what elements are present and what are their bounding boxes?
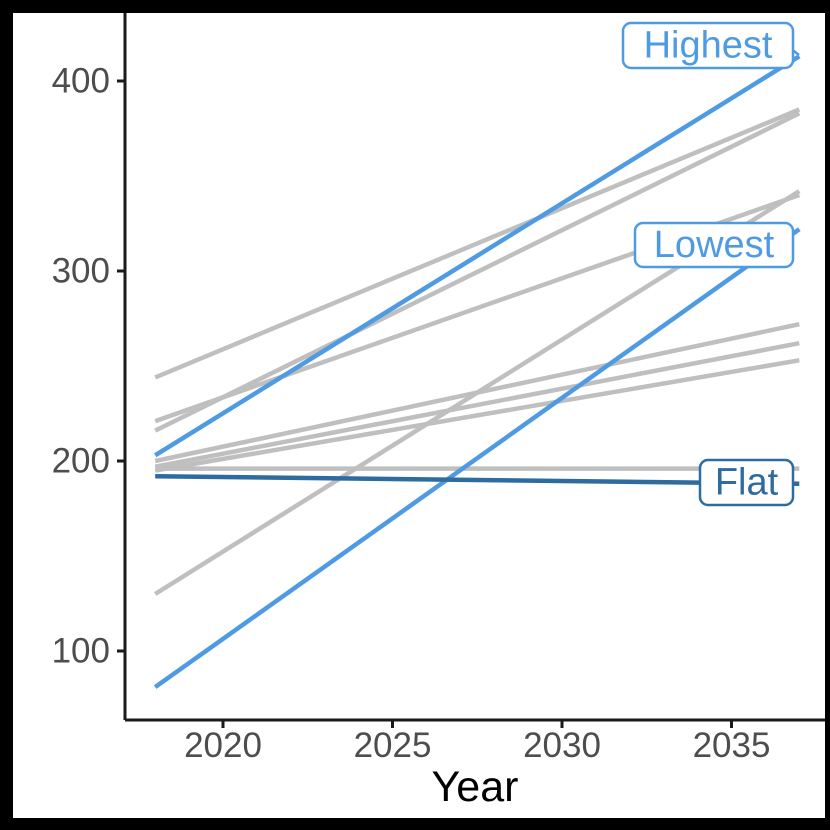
series-line-lowest (153, 227, 801, 689)
x-tick-label: 2035 (693, 726, 771, 765)
series-line-gray-6 (154, 340, 800, 469)
frame-border-right (825, 0, 830, 830)
label-text-highest: Highest (644, 25, 773, 67)
series-line-gray-2 (154, 111, 801, 433)
series-line-flat (155, 473, 800, 487)
label-text-flat: Flat (715, 462, 779, 504)
label-box-highest (621, 21, 795, 70)
x-tick-label: 2020 (184, 726, 262, 765)
frame-border-bottom (0, 818, 830, 830)
y-tick-label: 300 (52, 252, 110, 291)
label-box-flat (698, 458, 795, 507)
label-text-lowest: Lowest (654, 224, 775, 266)
series-line-gray-7 (154, 358, 800, 473)
y-tick-label: 400 (52, 62, 110, 101)
x-tick-label: 2030 (523, 726, 601, 765)
series-line-gray-1 (154, 107, 801, 380)
y-tick-label: 100 (52, 632, 110, 671)
frame-border-top (0, 0, 830, 13)
series-line-highest (154, 54, 801, 458)
y-tick-label: 200 (52, 442, 110, 481)
frame-border-left (0, 0, 13, 830)
label-box-lowest (633, 221, 795, 269)
x-axis-title: Year (432, 763, 519, 811)
x-tick-label: 2025 (354, 726, 432, 765)
series-line-gray-5 (154, 321, 800, 464)
